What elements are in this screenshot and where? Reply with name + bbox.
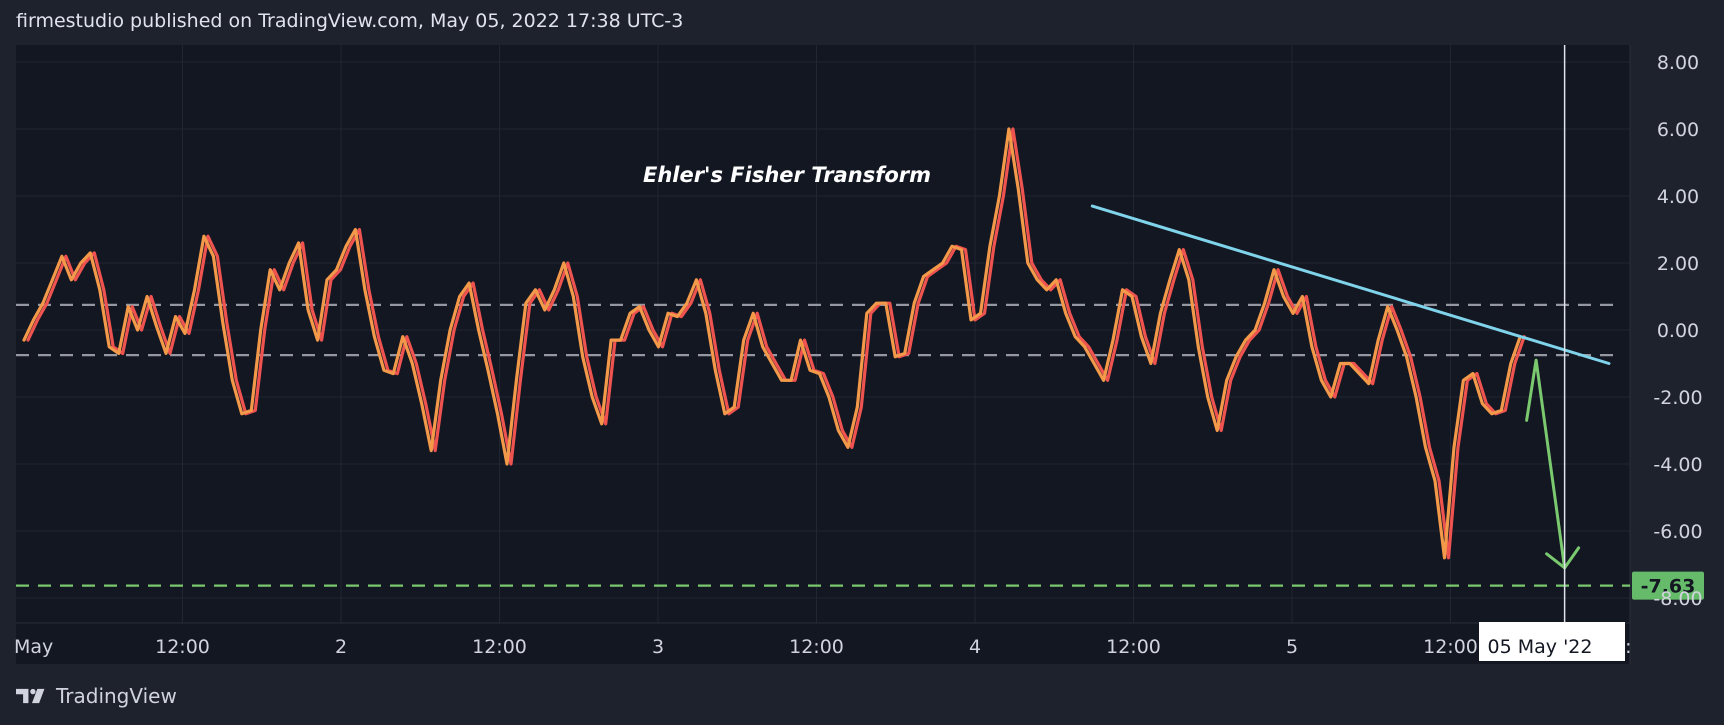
price-label: -7.63 [1641, 576, 1696, 598]
chart-title: Ehler's Fisher Transform [643, 163, 931, 187]
y-tick-label: 8.00 [1657, 52, 1699, 74]
cursor: 05 May '22 [1479, 45, 1625, 661]
price-label-bg [1632, 571, 1704, 600]
y-axis: 8.00 6.00 4.00 2.00 0.00 -2.00 -4.00 -6.00 -8.00 [1653, 52, 1702, 610]
y-tick-label: -2.00 [1653, 387, 1702, 409]
x-tick-label: 3 [652, 636, 664, 658]
tradingview-brand: TradingView [56, 684, 177, 708]
cursor-date-label: 05 May '22 [1488, 636, 1593, 658]
x-tick-label: 12:00 [1106, 636, 1161, 658]
arrow-path [1525, 358, 1567, 570]
y-tick-label: -4.00 [1653, 454, 1702, 476]
x-tick-label: May [14, 636, 53, 658]
x-tick-label: 2 [335, 636, 347, 658]
x-tick-label: 4 [969, 636, 981, 658]
y-tick-label: 4.00 [1657, 186, 1699, 208]
tradingview-logo-icon [16, 688, 45, 704]
publish-header: firmestudio published on TradingView.com… [16, 10, 684, 32]
x-tick-label: 12:00 [1423, 636, 1478, 658]
fisher-series [22, 127, 1526, 560]
trendline [1090, 204, 1611, 365]
y-tick-label: 0.00 [1657, 320, 1699, 342]
level-lines [16, 303, 1615, 357]
x-tick-label: 12:00 [472, 636, 527, 658]
price-line: -7.63 [16, 571, 1704, 600]
trigger-line [26, 127, 1526, 560]
x-tick-label: 5 [1286, 636, 1298, 658]
cursor-label-bg [1479, 622, 1625, 661]
y-tick-label: -6.00 [1653, 521, 1702, 543]
fisher-line [22, 127, 1522, 560]
x-tick-label: 12:00 [155, 636, 210, 658]
y-tick-label: -8.00 [1653, 588, 1702, 610]
y-tick-label: 2.00 [1657, 253, 1699, 275]
x-tick-label: 12:00 [789, 636, 844, 658]
tradingview-logo[interactable]: TradingView [16, 684, 177, 708]
y-tick-label: 6.00 [1657, 119, 1699, 141]
gridlines [16, 45, 1630, 623]
